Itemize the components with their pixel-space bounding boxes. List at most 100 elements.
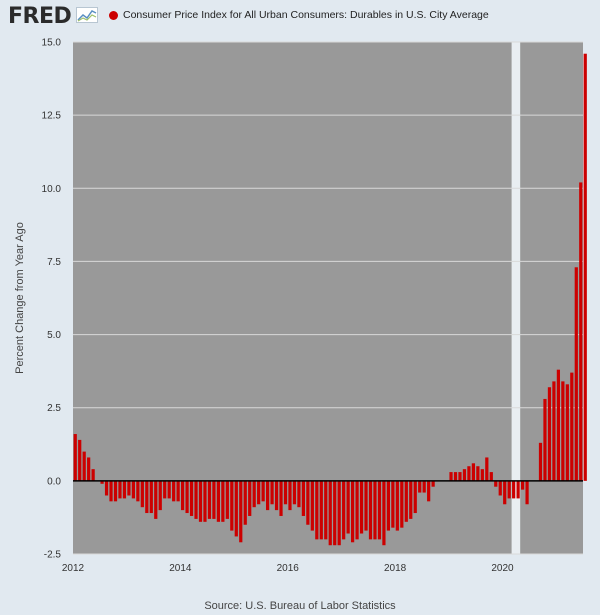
bar[interactable] [342, 480, 346, 540]
bar[interactable] [489, 472, 493, 481]
bar[interactable] [73, 434, 77, 481]
bar[interactable] [574, 267, 578, 481]
bar[interactable] [453, 472, 458, 481]
bar[interactable] [431, 480, 435, 487]
bar[interactable] [359, 480, 364, 534]
bar[interactable] [547, 387, 552, 481]
bar[interactable] [427, 480, 431, 502]
bar[interactable] [333, 480, 337, 546]
bar[interactable] [507, 480, 511, 499]
bar[interactable] [498, 480, 502, 496]
bar[interactable] [480, 469, 484, 481]
bar[interactable] [82, 451, 86, 481]
bar[interactable] [225, 480, 229, 519]
bar[interactable] [297, 480, 301, 508]
bar[interactable] [355, 480, 359, 540]
bar[interactable] [301, 480, 306, 516]
bar[interactable] [565, 384, 569, 481]
bar[interactable] [167, 480, 171, 499]
bar[interactable] [91, 469, 95, 481]
bar[interactable] [176, 480, 180, 502]
bar[interactable] [127, 480, 131, 496]
bar[interactable] [516, 480, 520, 499]
bar[interactable] [386, 480, 391, 531]
bar[interactable] [207, 480, 212, 519]
bar[interactable] [552, 381, 556, 481]
bar[interactable] [315, 480, 319, 540]
bar[interactable] [404, 480, 408, 522]
legend-label[interactable]: Consumer Price Index for All Urban Consu… [123, 9, 489, 21]
bar[interactable] [328, 480, 332, 546]
bar[interactable] [154, 480, 158, 519]
bar[interactable] [234, 480, 238, 537]
bar[interactable] [78, 439, 82, 481]
bar[interactable] [538, 442, 543, 481]
bar[interactable] [239, 480, 243, 543]
bar[interactable] [458, 472, 462, 481]
bar[interactable] [368, 480, 373, 540]
bar[interactable] [373, 480, 377, 540]
bar[interactable] [310, 480, 314, 531]
bar[interactable] [462, 469, 467, 481]
bar[interactable] [520, 480, 525, 490]
bar[interactable] [216, 480, 221, 522]
bar[interactable] [261, 480, 265, 502]
bar[interactable] [449, 472, 453, 481]
bar[interactable] [319, 480, 323, 540]
bar[interactable] [221, 480, 225, 522]
bar[interactable] [122, 480, 127, 499]
bar[interactable] [583, 53, 587, 481]
bar[interactable] [543, 398, 547, 481]
bar[interactable] [409, 480, 413, 519]
bar[interactable] [185, 480, 189, 514]
bar[interactable] [149, 480, 153, 514]
bar[interactable] [194, 480, 198, 519]
bar[interactable] [395, 480, 399, 531]
bar[interactable] [203, 480, 207, 522]
bar[interactable] [422, 480, 426, 493]
bar[interactable] [131, 480, 136, 499]
bar[interactable] [337, 480, 341, 546]
bar[interactable] [346, 480, 350, 534]
bar[interactable] [324, 480, 328, 540]
bar[interactable] [350, 480, 355, 543]
bar[interactable] [257, 480, 261, 505]
bar[interactable] [265, 480, 270, 511]
bar[interactable] [212, 480, 216, 519]
bar[interactable] [248, 480, 252, 516]
bar[interactable] [512, 480, 516, 499]
bar[interactable] [158, 480, 162, 511]
bar[interactable] [503, 480, 507, 505]
bar[interactable] [283, 480, 288, 505]
bar[interactable] [306, 480, 310, 525]
bar[interactable] [163, 480, 167, 499]
bar[interactable] [140, 480, 144, 508]
bar[interactable] [292, 480, 297, 505]
bar[interactable] [118, 480, 122, 499]
bar[interactable] [189, 480, 194, 516]
bar[interactable] [476, 466, 480, 481]
bar[interactable] [198, 480, 203, 522]
bar[interactable] [145, 480, 149, 514]
bar[interactable] [270, 480, 274, 505]
bar[interactable] [556, 369, 561, 481]
bar[interactable] [104, 480, 109, 496]
bar[interactable] [109, 480, 113, 502]
bar[interactable] [274, 480, 279, 511]
fred-logo[interactable]: FRED [8, 4, 72, 29]
bar[interactable] [230, 480, 234, 531]
bar[interactable] [467, 466, 471, 481]
bar[interactable] [400, 480, 404, 528]
bar[interactable] [377, 480, 382, 540]
bar[interactable] [180, 480, 185, 511]
bar[interactable] [288, 480, 292, 511]
bar[interactable] [418, 480, 422, 493]
bar[interactable] [561, 381, 565, 481]
bar[interactable] [113, 480, 118, 502]
bar[interactable] [471, 463, 476, 481]
bar[interactable] [570, 372, 574, 481]
bar[interactable] [413, 480, 417, 514]
bar[interactable] [364, 480, 368, 531]
bar[interactable] [494, 480, 498, 487]
bar[interactable] [172, 480, 176, 502]
